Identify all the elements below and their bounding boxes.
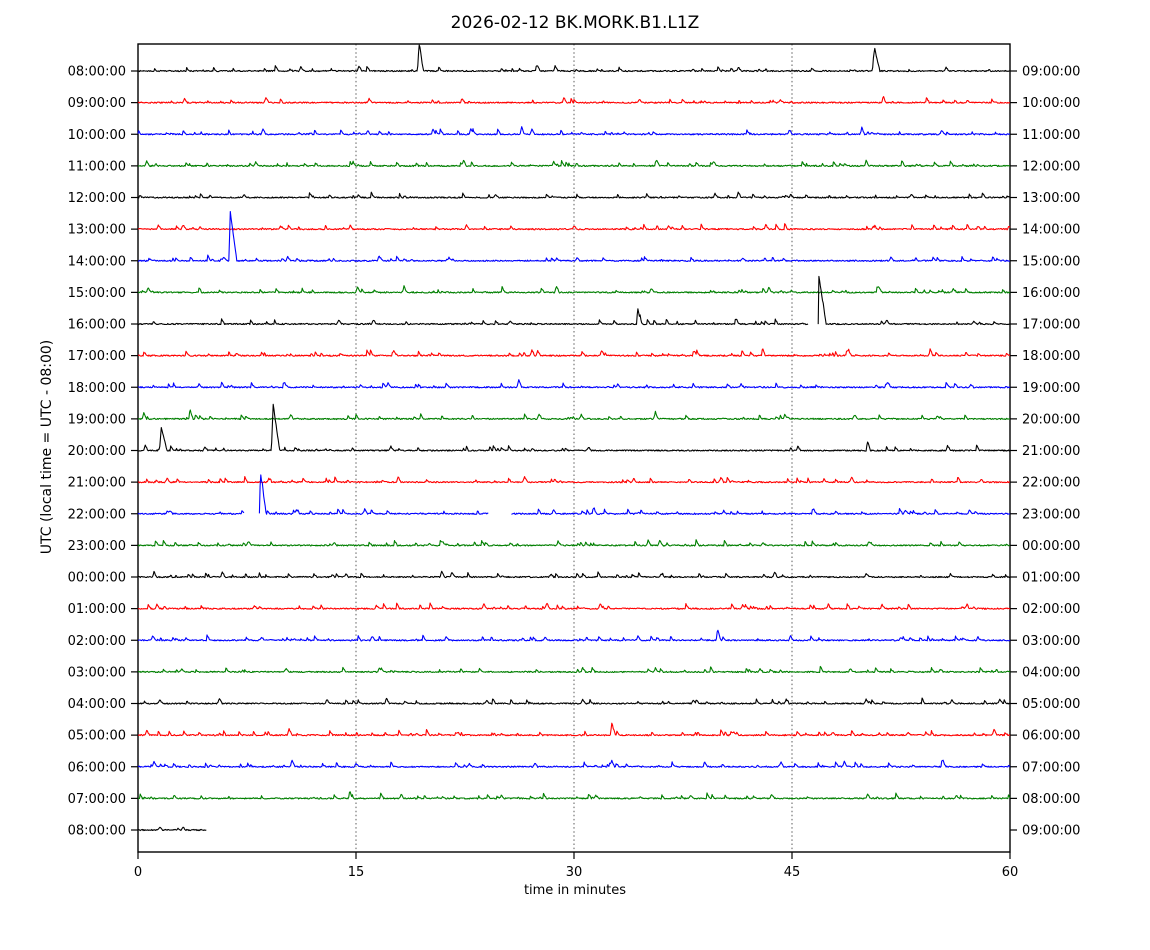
y-tick-label-local: 07:00:00	[1022, 760, 1080, 775]
trace-row-220000	[258, 474, 489, 515]
trace-row-150000	[137, 285, 1011, 294]
y-tick-label-local: 14:00:00	[1022, 223, 1080, 238]
y-tick-label-utc: 05:00:00	[68, 729, 126, 744]
trace-row-190000	[137, 409, 1010, 421]
y-tick-label-utc: 03:00:00	[68, 665, 126, 680]
y-tick-label-utc: 20:00:00	[68, 444, 126, 459]
trace-row-040000	[137, 697, 1011, 705]
y-tick-label-local: 01:00:00	[1022, 571, 1080, 586]
trace-row-090000	[137, 96, 1011, 104]
y-tick-label-utc: 02:00:00	[68, 634, 126, 649]
y-tick-label-utc: 09:00:00	[68, 96, 126, 111]
y-tick-label-utc: 21:00:00	[68, 476, 126, 491]
trace-row-020000	[137, 629, 1011, 642]
chart-title: 2026-02-12 BK.MORK.B1.L1Z	[450, 13, 700, 33]
y-tick-label-local: 09:00:00	[1022, 824, 1080, 839]
trace-row-180000	[137, 379, 1011, 389]
x-axis-label: time in minutes	[523, 883, 627, 898]
y-tick-label-local: 12:00:00	[1022, 159, 1080, 174]
x-tick-label: 60	[1002, 865, 1019, 880]
trace-row-120000	[137, 191, 1011, 199]
y-tick-label-utc: 13:00:00	[68, 223, 126, 238]
y-tick-label-local: 15:00:00	[1022, 254, 1080, 269]
trace-row-110000	[137, 159, 1011, 168]
trace-row-070000	[137, 791, 1011, 800]
y-tick-label-utc: 23:00:00	[68, 539, 126, 554]
y-tick-label-utc: 12:00:00	[68, 191, 126, 206]
y-tick-label-local: 19:00:00	[1022, 381, 1080, 396]
y-axis-label: UTC (local time = UTC - 08:00)	[39, 339, 55, 555]
y-tick-label-local: 05:00:00	[1022, 697, 1080, 712]
y-tick-label-local: 11:00:00	[1022, 128, 1080, 143]
x-tick-label: 0	[134, 865, 142, 880]
y-tick-label-local: 21:00:00	[1022, 444, 1080, 459]
y-tick-label-utc: 14:00:00	[68, 254, 126, 269]
trace-row-080000	[137, 44, 1011, 73]
trace-row-100000	[137, 126, 1010, 136]
y-tick-label-utc: 04:00:00	[68, 697, 126, 712]
y-tick-label-utc: 08:00:00	[68, 824, 126, 839]
y-tick-label-local: 06:00:00	[1022, 729, 1080, 744]
trace-row-220000	[511, 507, 1011, 515]
y-tick-label-utc: 01:00:00	[68, 602, 126, 617]
y-tick-label-local: 18:00:00	[1022, 349, 1080, 364]
trace-row-130000	[137, 223, 1011, 231]
y-tick-label-utc: 19:00:00	[68, 412, 126, 427]
y-tick-label-local: 16:00:00	[1022, 286, 1080, 301]
trace-row-160000	[137, 308, 809, 326]
trace-row-050000	[137, 722, 1011, 737]
y-tick-label-local: 09:00:00	[1022, 65, 1080, 80]
y-tick-label-local: 10:00:00	[1022, 96, 1080, 111]
trace-row-000000	[138, 570, 1011, 579]
trace-row-200000	[138, 403, 1010, 452]
trace-row-080000	[137, 826, 207, 832]
trace-row-230000	[137, 539, 1011, 547]
y-tick-label-local: 13:00:00	[1022, 191, 1080, 206]
y-tick-label-local: 20:00:00	[1022, 412, 1080, 427]
y-tick-label-utc: 00:00:00	[68, 571, 126, 586]
x-tick-label: 45	[784, 865, 801, 880]
trace-row-140000	[138, 210, 1010, 262]
y-tick-label-local: 23:00:00	[1022, 507, 1080, 522]
y-tick-label-utc: 11:00:00	[68, 159, 126, 174]
trace-row-030000	[137, 665, 1011, 674]
trace-row-170000	[137, 348, 1011, 357]
y-tick-label-local: 08:00:00	[1022, 792, 1080, 807]
y-tick-label-utc: 17:00:00	[68, 349, 126, 364]
y-tick-label-utc: 22:00:00	[68, 507, 126, 522]
trace-row-060000	[137, 759, 1011, 768]
y-tick-label-local: 04:00:00	[1022, 665, 1080, 680]
y-tick-label-local: 17:00:00	[1022, 318, 1080, 333]
y-tick-label-utc: 07:00:00	[68, 792, 126, 807]
y-tick-label-utc: 16:00:00	[68, 318, 126, 333]
y-tick-label-local: 02:00:00	[1022, 602, 1080, 617]
trace-row-010000	[137, 602, 1011, 610]
y-tick-label-utc: 10:00:00	[68, 128, 126, 143]
trace-row-160000	[817, 275, 1011, 326]
y-tick-label-utc: 15:00:00	[68, 286, 126, 301]
trace-row-210000	[137, 476, 1011, 484]
trace-row-220000	[137, 510, 245, 515]
y-tick-label-utc: 18:00:00	[68, 381, 126, 396]
x-tick-label: 30	[566, 865, 583, 880]
y-tick-label-utc: 06:00:00	[68, 760, 126, 775]
y-tick-label-local: 22:00:00	[1022, 476, 1080, 491]
x-tick-label: 15	[348, 865, 365, 880]
y-tick-label-local: 00:00:00	[1022, 539, 1080, 554]
y-tick-label-utc: 08:00:00	[68, 65, 126, 80]
y-tick-label-local: 03:00:00	[1022, 634, 1080, 649]
